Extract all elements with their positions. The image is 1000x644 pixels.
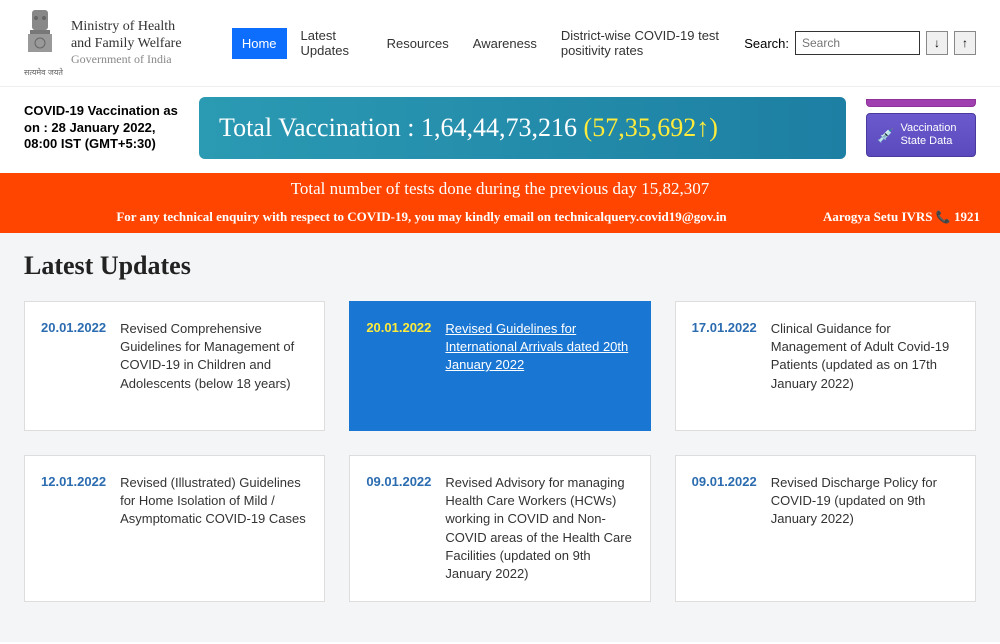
update-date: 20.01.2022 [41,320,106,412]
org-sub: Government of India [71,52,182,67]
update-card[interactable]: 09.01.2022Revised Discharge Policy for C… [675,455,976,602]
update-card[interactable]: 20.01.2022Revised Guidelines for Interna… [349,301,650,431]
main-nav: HomeLatest UpdatesResourcesAwarenessDist… [232,20,744,66]
update-date: 17.01.2022 [692,320,757,412]
latest-updates-section: Latest Updates 20.01.2022Revised Compreh… [0,233,1000,642]
total-vaccination-panel: Total Vaccination : 1,64,44,73,216 (57,3… [199,97,846,159]
phone-icon: 📞 [936,210,951,224]
org-text: Ministry of Health and Family Welfare Go… [71,19,182,68]
info-bar: Total number of tests done during the pr… [0,173,1000,233]
update-title: Clinical Guidance for Management of Adul… [771,320,959,412]
update-card[interactable]: 20.01.2022Revised Comprehensive Guidelin… [24,301,325,431]
vaccination-state-data-button[interactable]: 💉 Vaccination State Data [866,113,976,157]
update-title: Revised Guidelines for International Arr… [445,320,633,412]
vaccination-banner: COVID-19 Vaccination as on : 28 January … [0,87,1000,173]
logo-block[interactable]: सत्यमेव जयते Ministry of Health and Fami… [24,8,222,78]
update-card[interactable]: 12.01.2022Revised (Illustrated) Guidelin… [24,455,325,602]
emblem-wrap: सत्यमेव जयते [24,8,63,78]
update-date: 09.01.2022 [692,474,757,583]
update-card[interactable]: 09.01.2022Revised Advisory for managing … [349,455,650,602]
search-block: Search: ↓ ↑ [744,31,976,55]
total-value: 1,64,44,73,216 [421,113,577,142]
state-btn-label: Vaccination State Data [900,122,965,148]
update-card[interactable]: 17.01.2022Clinical Guidance for Manageme… [675,301,976,431]
update-title: Revised Discharge Policy for COVID-19 (u… [771,474,959,583]
search-input[interactable] [795,31,920,55]
ivrs-block: Aarogya Setu IVRS 📞 1921 [823,209,980,225]
emblem-icon [24,8,56,60]
org-name-1: Ministry of Health [71,19,182,36]
contact-line: For any technical enquiry with respect t… [0,205,1000,233]
partial-button-top[interactable] [866,99,976,107]
nav-latest-updates[interactable]: Latest Updates [291,20,373,66]
org-name-2: and Family Welfare [71,36,182,53]
update-date: 09.01.2022 [366,474,431,583]
syringe-icon: 💉 [877,127,894,144]
nav-district-wise-covid-19-test-positivity-rates[interactable]: District-wise COVID-19 test positivity r… [551,20,744,66]
ivrs-number: 1921 [951,209,980,224]
ivrs-label: Aarogya Setu IVRS [823,209,936,224]
font-decrease-button[interactable]: ↓ [926,31,948,55]
update-title: Revised Comprehensive Guidelines for Man… [120,320,308,412]
update-date: 20.01.2022 [366,320,431,412]
state-buttons: 💉 Vaccination State Data [866,99,976,157]
update-title: Revised (Illustrated) Guidelines for Hom… [120,474,308,583]
total-label: Total Vaccination : [219,113,421,142]
update-date: 12.01.2022 [41,474,106,583]
updates-heading: Latest Updates [24,251,976,281]
nav-home[interactable]: Home [232,28,287,59]
nav-resources[interactable]: Resources [377,28,459,59]
updates-grid: 20.01.2022Revised Comprehensive Guidelin… [24,301,976,602]
vaccination-timestamp: COVID-19 Vaccination as on : 28 January … [24,103,179,154]
header: सत्यमेव जयते Ministry of Health and Fami… [0,0,1000,87]
font-increase-button[interactable]: ↑ [954,31,976,55]
nav-awareness[interactable]: Awareness [463,28,547,59]
search-label: Search: [744,36,789,51]
update-title: Revised Advisory for managing Health Car… [445,474,633,583]
today-value: (57,35,692↑) [577,113,718,142]
motto: सत्यमेव जयते [24,67,63,78]
tests-count-line: Total number of tests done during the pr… [0,173,1000,205]
tech-email-text: For any technical enquiry with respect t… [20,209,823,225]
